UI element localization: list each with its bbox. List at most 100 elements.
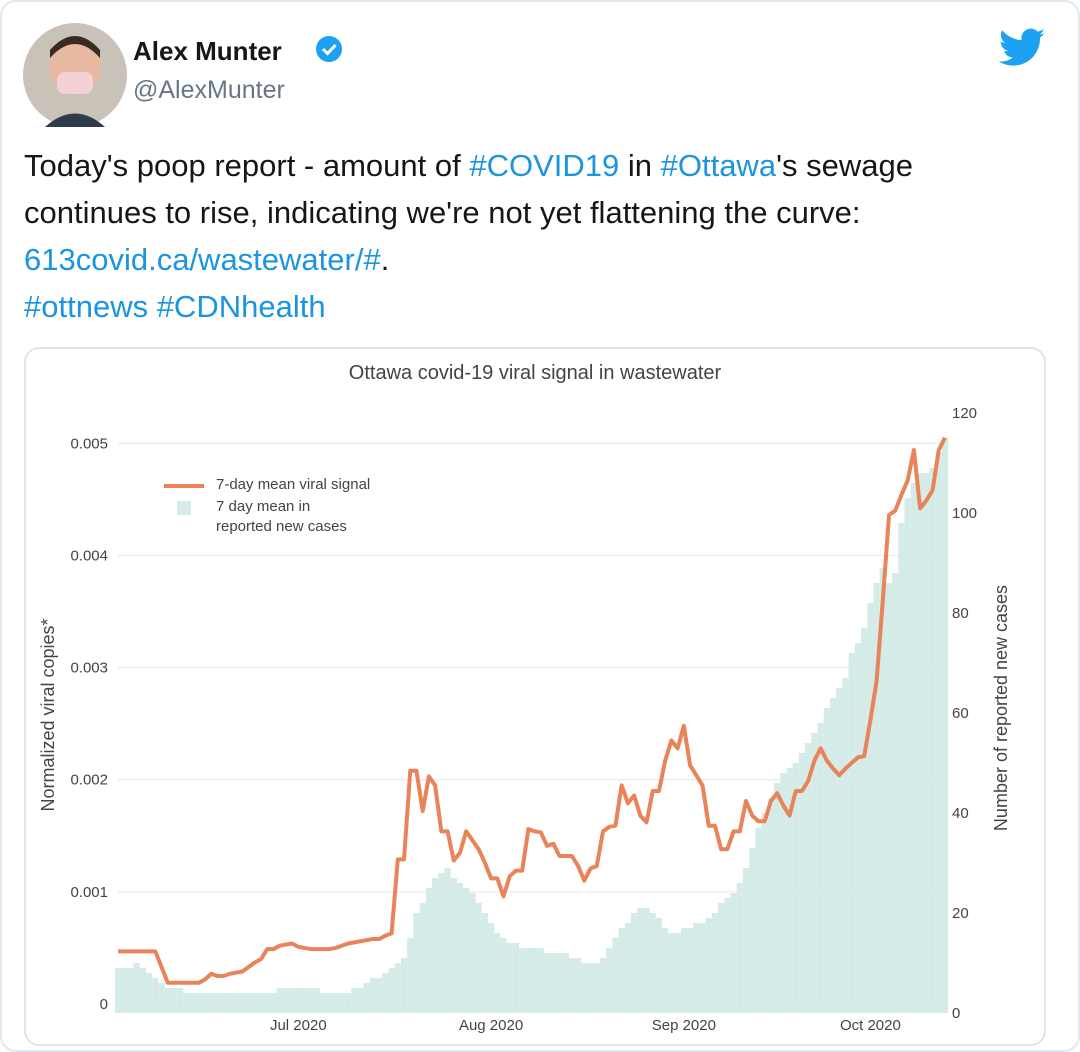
bar [612, 938, 619, 1013]
bar [531, 948, 538, 1013]
bar [164, 988, 171, 1013]
y-tick-label: 0 [100, 996, 108, 1013]
bar [749, 848, 756, 1013]
bar [730, 893, 737, 1013]
bar [344, 993, 352, 1013]
bar [693, 923, 700, 1013]
bar [351, 988, 358, 1013]
tweet-text: Today's poop report - amount of #COVID19… [24, 142, 1034, 330]
bar [854, 643, 862, 1013]
y-tick-label: 0.002 [70, 772, 108, 789]
bar [195, 993, 202, 1013]
bar [139, 968, 146, 1013]
bar [183, 993, 190, 1013]
twitter-logo[interactable] [998, 28, 1045, 66]
bar [438, 873, 445, 1013]
tweet-link[interactable]: #ottnews #CDNhealth [24, 289, 326, 324]
bar [400, 958, 408, 1013]
tweet-link[interactable]: #COVID19 [469, 148, 620, 183]
bar [226, 993, 234, 1013]
tweet-text-run: . [380, 242, 390, 277]
bar [575, 958, 582, 1013]
bar [904, 498, 911, 1013]
bar [705, 918, 712, 1013]
bar [848, 653, 855, 1013]
bar [127, 968, 134, 1013]
bar [867, 603, 874, 1013]
bar [917, 473, 924, 1013]
bar [718, 903, 725, 1013]
bar [637, 908, 644, 1013]
bar [724, 898, 731, 1013]
bar [220, 993, 227, 1013]
legend-entry[interactable]: 7-day mean viral signal [164, 476, 370, 493]
bar [873, 583, 880, 1013]
bar [444, 868, 451, 1013]
line [118, 436, 947, 985]
bar [630, 913, 638, 1013]
bar [233, 993, 240, 1013]
bar [568, 958, 576, 1013]
bar [326, 993, 333, 1013]
x-tick-label: Sep 2020 [652, 1017, 716, 1034]
tweet-link[interactable]: #Ottawa [660, 148, 777, 183]
bar [879, 568, 886, 1013]
bar [562, 953, 569, 1013]
bar [481, 913, 488, 1013]
bar [394, 963, 401, 1013]
bar [469, 893, 476, 1013]
bar [201, 993, 209, 1013]
y2-tick-label: 0 [952, 1005, 960, 1022]
bar [114, 968, 122, 1013]
author-handle[interactable]: @AlexMunter [133, 76, 285, 104]
y-tick-label: 0.003 [70, 660, 108, 677]
bar [699, 923, 706, 1013]
bar [736, 883, 743, 1013]
legend-label: 7 day mean in reported new cases [216, 498, 347, 535]
bar [425, 888, 433, 1013]
bar [798, 753, 806, 1013]
bar [680, 928, 687, 1013]
bar [189, 993, 196, 1013]
legend-entry[interactable]: 7 day mean in reported new cases [164, 497, 370, 537]
bar [618, 928, 625, 1013]
bar [450, 878, 457, 1013]
bar [817, 723, 824, 1013]
bar [288, 988, 296, 1013]
bar [581, 963, 588, 1013]
bar [923, 473, 930, 1013]
bar [674, 933, 681, 1013]
bar [786, 768, 793, 1013]
bar [506, 943, 513, 1013]
bar [519, 948, 526, 1013]
bar [338, 993, 345, 1013]
bar [929, 468, 936, 1013]
bar [711, 913, 719, 1013]
bar [363, 983, 370, 1013]
tweet-text-run: in [619, 148, 661, 183]
bar [257, 993, 265, 1013]
legend-marker [177, 501, 191, 515]
bar [145, 973, 153, 1013]
bar [599, 958, 607, 1013]
y-tick-label: 0.005 [70, 435, 108, 452]
bar [251, 993, 258, 1013]
author-name[interactable]: Alex Munter [133, 36, 282, 66]
bar [811, 733, 818, 1013]
bar [649, 913, 656, 1013]
bar [543, 953, 551, 1013]
tweet-link[interactable]: 613covid.ca/wastewater/# [24, 242, 381, 277]
bar [432, 878, 439, 1013]
y2-tick-label: 40 [952, 805, 969, 822]
bar [767, 798, 775, 1013]
bar [643, 908, 650, 1013]
bar [388, 968, 395, 1013]
bar [494, 933, 501, 1013]
bar [487, 923, 495, 1013]
bar [208, 993, 215, 1013]
bar [774, 783, 781, 1013]
bar [755, 828, 762, 1013]
tweet-text-run: Today's poop report - amount of [24, 148, 470, 183]
